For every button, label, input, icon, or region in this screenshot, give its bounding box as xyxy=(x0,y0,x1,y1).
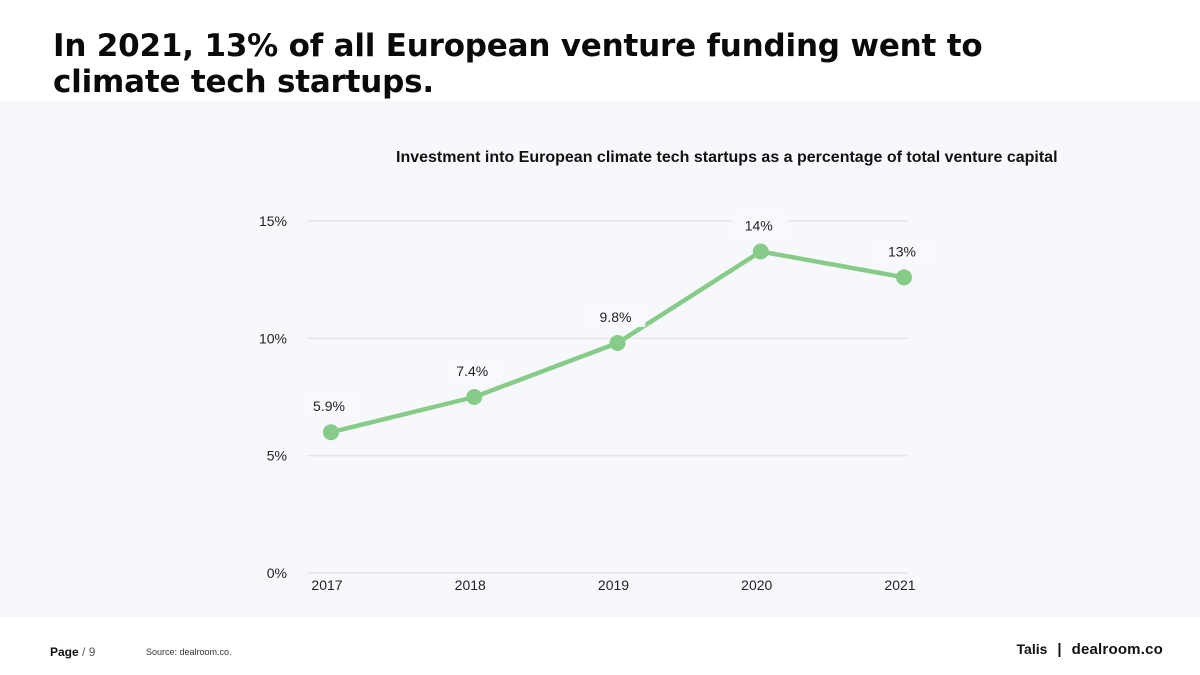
data-point xyxy=(752,243,769,260)
data-label: 13% xyxy=(888,243,916,259)
data-label: 7.4% xyxy=(456,363,488,379)
data-labels: 5.9% 7.4% 9.8% 14% 13% xyxy=(303,213,932,417)
x-tick-label: 2018 xyxy=(455,577,486,593)
dealroom-logo: dealroom.co xyxy=(1071,641,1163,658)
page-word: Page xyxy=(50,645,79,659)
data-label-bg xyxy=(303,394,359,417)
y-axis-ticks: 0% 5% 10% 15% xyxy=(259,213,287,581)
source-note: Source: dealroom.co. xyxy=(146,647,232,657)
talis-logo: Talis xyxy=(1016,641,1048,657)
data-label-bg xyxy=(446,359,503,381)
chart-panel xyxy=(0,101,1200,617)
data-point xyxy=(466,389,483,405)
data-label: 14% xyxy=(745,218,773,234)
gridlines xyxy=(307,220,908,574)
y-tick-label: 15% xyxy=(259,213,287,229)
brand-separator: | xyxy=(1057,641,1062,658)
page-headline: In 2021, 13% of all European venture fun… xyxy=(53,28,983,100)
x-tick-label: 2017 xyxy=(311,577,342,593)
data-point xyxy=(323,424,339,441)
x-tick-label: 2021 xyxy=(884,577,915,593)
y-tick-label: 0% xyxy=(267,565,287,581)
data-point xyxy=(609,335,626,352)
series xyxy=(323,243,912,441)
data-point xyxy=(896,269,912,286)
brand-logos: Talis | dealroom.co xyxy=(1017,641,1163,658)
x-tick-label: 2020 xyxy=(741,577,772,593)
page-number: / 9 xyxy=(82,645,96,659)
data-label: 9.8% xyxy=(600,309,632,325)
page-indicator: Page / 9 xyxy=(50,645,95,659)
footer xyxy=(0,617,1200,675)
x-axis-ticks: 2017 2018 2019 2020 2021 xyxy=(311,577,915,593)
y-tick-label: 10% xyxy=(259,330,287,346)
chart-title: Investment into European climate tech st… xyxy=(396,149,1058,166)
data-label-bg xyxy=(589,305,646,328)
y-tick-label: 5% xyxy=(267,448,287,464)
x-tick-label: 2019 xyxy=(598,577,629,593)
data-label-bg xyxy=(732,213,789,236)
data-label: 5.9% xyxy=(313,398,345,414)
data-label-bg xyxy=(876,239,932,262)
